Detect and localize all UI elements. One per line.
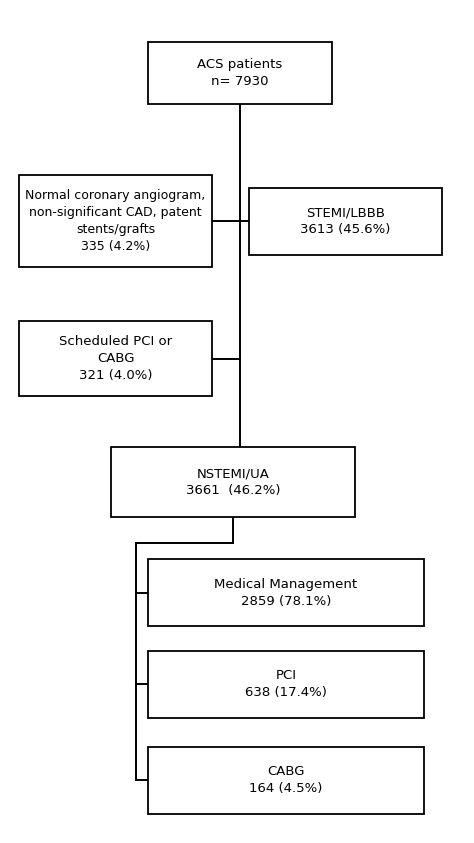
Text: NSTEMI/UA
3661  (46.2%): NSTEMI/UA 3661 (46.2%): [186, 467, 280, 497]
Text: CABG
164 (4.5%): CABG 164 (4.5%): [249, 765, 322, 796]
FancyBboxPatch shape: [148, 651, 424, 717]
FancyBboxPatch shape: [19, 175, 212, 267]
Text: PCI
638 (17.4%): PCI 638 (17.4%): [245, 669, 327, 700]
Text: ACS patients
n= 7930: ACS patients n= 7930: [197, 58, 283, 88]
FancyBboxPatch shape: [148, 559, 424, 626]
FancyBboxPatch shape: [249, 188, 442, 255]
FancyBboxPatch shape: [111, 447, 355, 518]
Text: Medical Management
2859 (78.1%): Medical Management 2859 (78.1%): [214, 577, 357, 608]
FancyBboxPatch shape: [148, 41, 332, 105]
FancyBboxPatch shape: [148, 747, 424, 813]
FancyBboxPatch shape: [19, 321, 212, 396]
Text: STEMI/LBBB
3613 (45.6%): STEMI/LBBB 3613 (45.6%): [301, 207, 391, 236]
Text: Scheduled PCI or
CABG
321 (4.0%): Scheduled PCI or CABG 321 (4.0%): [59, 336, 172, 383]
Text: Normal coronary angiogram,
non-significant CAD, patent
stents/grafts
335 (4.2%): Normal coronary angiogram, non-significa…: [26, 189, 206, 253]
